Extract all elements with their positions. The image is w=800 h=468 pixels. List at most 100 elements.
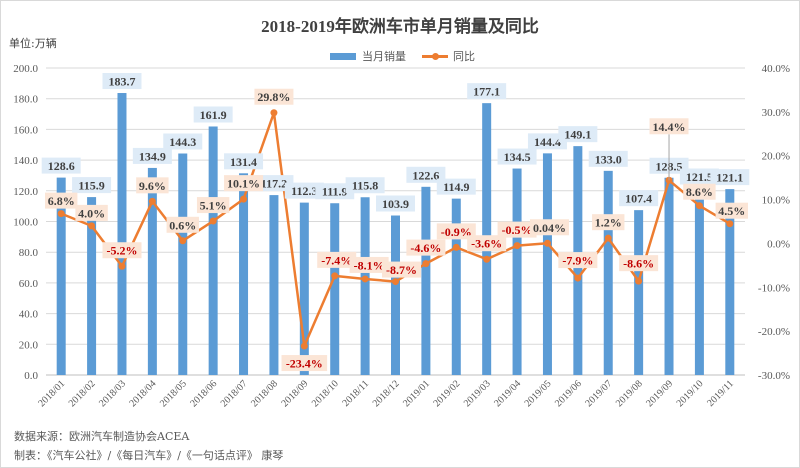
yoy-point — [300, 342, 308, 350]
bar-value-label: 183.7 — [108, 75, 135, 89]
bar — [56, 177, 66, 375]
yoy-value-label: 14.4% — [653, 120, 686, 134]
yoy-value-label-bg — [196, 197, 230, 214]
yoy-point — [392, 278, 399, 286]
yoy-value-label: 1.2% — [595, 216, 622, 230]
yoy-value-label: -4.6% — [410, 241, 441, 255]
bar — [391, 215, 400, 375]
bar-value-label-bg — [376, 195, 415, 212]
yoy-value-label-bg — [317, 251, 357, 268]
bar — [208, 126, 218, 376]
left-tick-label: 200.0 — [13, 63, 38, 75]
right-tick-label: 10.0% — [762, 195, 790, 207]
left-tick-label: 120.0 — [13, 186, 38, 198]
bar-value-label-bg — [436, 178, 476, 195]
yoy-point — [240, 195, 248, 203]
yoy-value-label: -8.6% — [623, 257, 654, 271]
bar-value-label: 144.4 — [534, 135, 561, 149]
bar-value-label: 161.9 — [200, 108, 227, 122]
x-tick-label: 2019/11 — [705, 378, 736, 409]
yoy-value-label-bg — [281, 355, 328, 372]
yoy-point — [331, 272, 339, 280]
legend-line-swatch — [422, 52, 448, 60]
left-tick-label: 100.0 — [13, 217, 38, 229]
bar — [117, 93, 127, 375]
yoy-point — [88, 222, 96, 230]
left-tick-label: 140.0 — [13, 155, 38, 167]
yoy-value-label: -8.7% — [386, 263, 417, 277]
yoy-value-label: 5.1% — [200, 199, 227, 213]
yoy-value-label: -3.6% — [471, 237, 502, 251]
bar-value-label: 107.4 — [625, 192, 652, 206]
bar-value-label-bg — [41, 157, 81, 174]
bar — [603, 170, 613, 375]
legend-bar-label: 当月销量 — [362, 50, 406, 63]
bar — [725, 189, 735, 375]
yoy-value-label-bg — [254, 88, 294, 105]
bar-value-label: 115.8 — [352, 179, 378, 193]
left-tick-label: 20.0 — [19, 339, 39, 351]
yoy-value-label: 0.04% — [533, 221, 566, 235]
yoy-point — [148, 197, 156, 205]
x-tick-label: 2018/02 — [67, 378, 98, 409]
yoy-value-label-bg — [497, 221, 537, 238]
bar-value-label-bg — [497, 148, 537, 165]
bar-value-label-bg — [224, 153, 264, 170]
yoy-value-label-bg — [529, 219, 569, 236]
yoy-point — [422, 260, 430, 268]
yoy-point — [361, 275, 369, 283]
yoy-value-label-bg — [592, 214, 625, 231]
yoy-value-label-bg — [136, 177, 169, 194]
bar — [178, 153, 188, 375]
legend: 当月销量 同比 — [330, 48, 475, 64]
yoy-value-label-bg — [683, 183, 716, 200]
bar-value-label: 117.2 — [261, 177, 287, 191]
left-tick-label: 40.0 — [19, 309, 39, 321]
x-tick-label: 2018/06 — [188, 378, 219, 409]
x-tick-label: 2018/08 — [249, 378, 280, 409]
x-tick-label: 2019/03 — [462, 378, 493, 409]
bar-value-label-bg — [163, 133, 203, 150]
yoy-value-label: -0.9% — [441, 225, 472, 239]
bar-value-label: 122.6 — [412, 168, 439, 182]
bar-value-label: 134.9 — [139, 149, 166, 163]
yoy-point — [270, 109, 278, 117]
bar — [451, 198, 461, 375]
bar-value-label: 121.5 — [686, 170, 713, 184]
yoy-value-label-bg — [467, 235, 507, 252]
yoy-value-label-bg — [558, 252, 598, 269]
bar-value-label-bg — [193, 106, 233, 123]
bar-value-label-bg — [558, 126, 598, 143]
x-tick-label: 2019/01 — [401, 378, 432, 409]
yoy-value-label-bg — [382, 261, 421, 278]
left-tick-label: 160.0 — [13, 124, 38, 136]
yoy-value-label-bg — [166, 216, 199, 233]
yoy-point — [695, 202, 703, 210]
yoy-value-label: 10.1% — [227, 177, 260, 191]
legend-bar-swatch — [330, 52, 356, 60]
x-tick-label: 2019/10 — [675, 378, 706, 409]
bar-value-label-bg — [284, 182, 324, 199]
bar — [147, 167, 157, 375]
right-tick-label: -10.0% — [758, 282, 790, 294]
bar-value-label-bg — [679, 168, 719, 185]
bar-value-label-bg — [588, 150, 628, 167]
x-tick-label: 2019/05 — [523, 378, 554, 409]
yoy-value-label-bg — [406, 239, 446, 256]
yoy-value-label: 6.8% — [48, 194, 75, 208]
yoy-value-label: -5.2% — [106, 244, 137, 258]
yoy-value-label-bg — [102, 242, 142, 259]
bar-value-label: 177.1 — [473, 85, 500, 99]
yoy-value-label: 29.8% — [257, 90, 290, 104]
bar-value-label-bg — [102, 73, 142, 90]
left-tick-label: 0.0 — [24, 370, 38, 382]
bar-value-label-bg — [72, 177, 112, 194]
yoy-point — [118, 262, 126, 270]
x-tick-label: 2018/11 — [341, 378, 372, 409]
bar-value-label: 121.1 — [716, 171, 743, 185]
x-tick-label: 2019/09 — [644, 378, 675, 409]
bar-value-label: 149.1 — [564, 128, 591, 142]
right-tick-label: 0.0% — [767, 238, 790, 250]
x-tick-label: 2018/04 — [128, 378, 159, 409]
bar — [664, 177, 674, 375]
